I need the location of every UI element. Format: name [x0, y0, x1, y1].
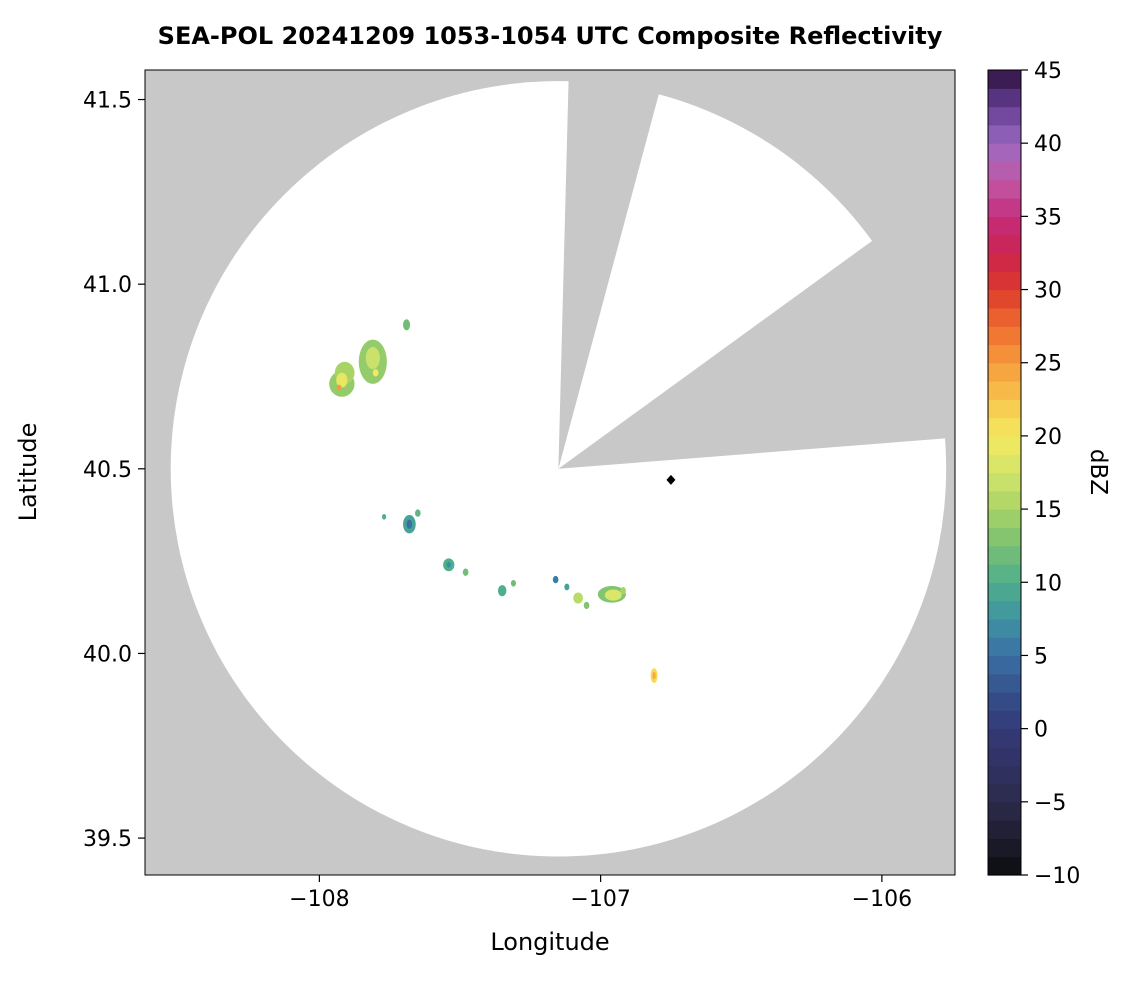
- blocked-sector-1: [558, 79, 660, 469]
- colorbar-band: [988, 856, 1021, 876]
- colorbar-band: [988, 381, 1021, 400]
- colorbar-band: [988, 673, 1021, 693]
- y-tick-label: 41.5: [83, 89, 132, 114]
- colorbar-tick-label: 20: [1034, 425, 1062, 450]
- colorbar-tick-label: 45: [1034, 59, 1062, 84]
- colorbar-band: [988, 179, 1021, 199]
- colorbar-band: [988, 509, 1021, 528]
- colorbar-band: [988, 746, 1021, 766]
- colorbar-band: [988, 582, 1021, 602]
- radar-echo: [604, 589, 622, 601]
- y-axis-label: Latitude: [14, 422, 42, 522]
- colorbar-band: [988, 106, 1021, 126]
- colorbar-band: [988, 399, 1021, 419]
- colorbar-band: [988, 435, 1021, 455]
- x-tick-label: −107: [570, 887, 630, 912]
- colorbar-tick-label: 10: [1034, 571, 1062, 596]
- colorbar-band: [988, 326, 1021, 346]
- y-tick-label: 40.5: [83, 458, 132, 483]
- radar-coverage-circle: [170, 81, 947, 857]
- radar-echo: [583, 601, 590, 610]
- blocked-sector-2: [558, 239, 947, 469]
- colorbar-band: [988, 234, 1021, 254]
- colorbar-tick-label: −5: [1034, 791, 1066, 816]
- colorbar-band: [988, 765, 1021, 785]
- colorbar-tick-label: 40: [1034, 132, 1062, 157]
- colorbar-band: [988, 600, 1021, 620]
- colorbar-band: [988, 655, 1021, 675]
- colorbar-band: [988, 198, 1021, 217]
- x-tick-label: −106: [852, 887, 912, 912]
- colorbar-band: [988, 820, 1021, 840]
- radar-echo: [415, 509, 421, 517]
- colorbar-band: [988, 344, 1021, 364]
- colorbar-band: [988, 472, 1021, 492]
- colorbar-tick-label: 35: [1034, 205, 1062, 230]
- colorbar-band: [988, 289, 1021, 309]
- colorbar-band: [988, 70, 1021, 89]
- radar-echo: [365, 346, 380, 370]
- chart-title: SEA-POL 20241209 1053-1054 UTC Composite…: [157, 22, 943, 50]
- colorbar-band: [988, 216, 1021, 236]
- x-axis-label: Longitude: [490, 928, 610, 956]
- colorbar-tick-label: 25: [1034, 352, 1062, 377]
- radar-echo: [403, 319, 411, 331]
- colorbar-band: [988, 307, 1021, 327]
- y-tick-label: 39.5: [83, 827, 132, 852]
- radar-echo: [620, 586, 626, 595]
- colorbar-band: [988, 362, 1021, 382]
- colorbar-band: [988, 563, 1021, 583]
- site-marker: [666, 474, 676, 485]
- colorbar-band: [988, 527, 1021, 547]
- radar-echo: [652, 671, 656, 680]
- colorbar-band: [988, 838, 1021, 858]
- colorbar-band: [988, 124, 1021, 144]
- radar-echo: [336, 384, 342, 391]
- radar-echo: [406, 519, 413, 529]
- radar-echo: [446, 562, 451, 568]
- plot-frame: [144, 69, 956, 876]
- colorbar-band: [988, 545, 1021, 565]
- plot-content: [170, 79, 947, 857]
- colorbar-band: [988, 161, 1021, 181]
- radar-echo: [564, 583, 570, 591]
- colorbar-tick-label: −10: [1034, 864, 1080, 889]
- colorbar-band: [988, 692, 1021, 711]
- colorbar-band: [988, 454, 1021, 474]
- colorbar-band: [988, 143, 1021, 163]
- colorbar-band: [988, 728, 1021, 748]
- radar-echo: [336, 372, 348, 388]
- radar-echo: [552, 575, 559, 584]
- colorbar-tick-label: 5: [1034, 644, 1048, 669]
- colorbar-band: [988, 637, 1021, 657]
- colorbar-band: [988, 801, 1021, 821]
- radar-echo: [462, 568, 469, 576]
- colorbar-frame: [987, 69, 1022, 876]
- y-tick-label: 41.0: [83, 273, 132, 298]
- colorbar-band: [988, 618, 1021, 638]
- colorbar-tick-label: 30: [1034, 279, 1062, 304]
- radar-echo: [573, 592, 584, 604]
- colorbar-label: dBZ: [1085, 448, 1111, 496]
- radar-echo: [372, 369, 379, 377]
- x-tick-label: −108: [289, 887, 349, 912]
- radar-echo: [510, 579, 516, 587]
- colorbar-tick-label: 15: [1034, 498, 1062, 523]
- colorbar-band: [988, 417, 1021, 437]
- radar-echo: [381, 514, 387, 520]
- colorbar-band: [988, 252, 1021, 272]
- colorbar-band: [988, 490, 1021, 510]
- radar-echo: [497, 585, 507, 597]
- colorbar-band: [988, 88, 1021, 108]
- colorbar-band: [988, 783, 1021, 803]
- colorbar-band: [988, 271, 1021, 291]
- y-tick-label: 40.0: [83, 642, 132, 667]
- colorbar-band: [988, 710, 1021, 730]
- colorbar-tick-label: 0: [1034, 718, 1048, 743]
